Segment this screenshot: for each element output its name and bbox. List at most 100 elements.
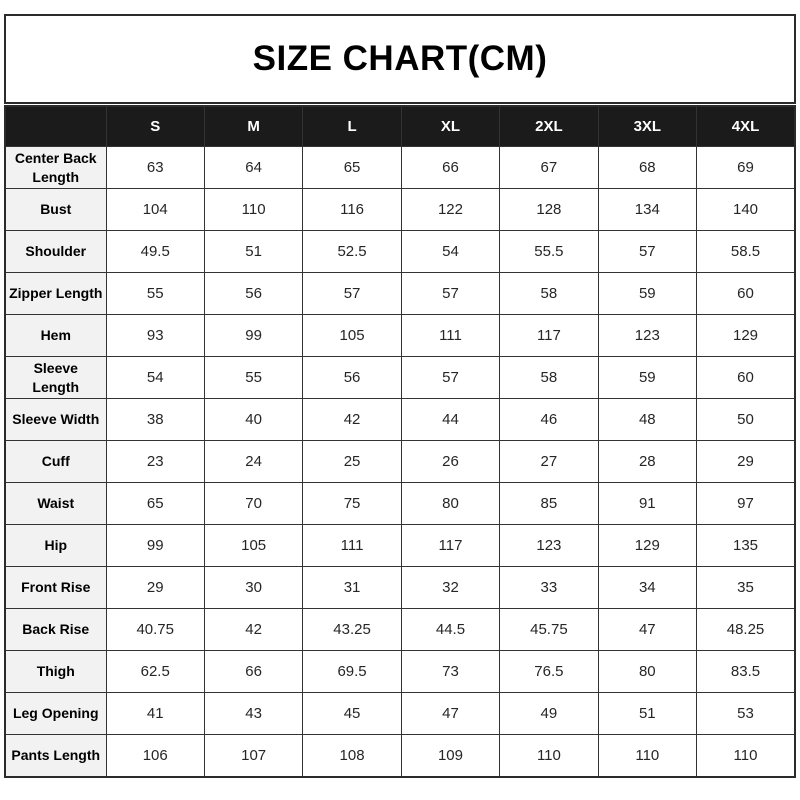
- measurement-cell: 60: [696, 272, 796, 315]
- table-row: Pants Length 106 107 108 109 110 110 110: [4, 734, 796, 778]
- size-column-3xl: 3XL: [597, 105, 698, 147]
- measurement-cell: 40: [203, 398, 304, 441]
- measurement-cell: 97: [696, 482, 796, 525]
- measurement-cell: 53: [696, 692, 796, 735]
- measurement-cell: 107: [203, 734, 304, 778]
- measurement-cell: 57: [400, 356, 501, 399]
- row-label: Waist: [4, 482, 107, 525]
- measurement-cell: 50: [696, 398, 796, 441]
- measurement-cell: 34: [597, 566, 698, 609]
- measurement-cell: 116: [302, 188, 402, 231]
- table-row: Back Rise 40.75 42 43.25 44.5 45.75 47 48.25: [4, 608, 796, 651]
- measurement-cell: 76.5: [499, 650, 599, 693]
- measurement-cell: 45.75: [499, 608, 599, 651]
- measurement-cell: 129: [597, 524, 698, 567]
- measurement-cell: 91: [597, 482, 698, 525]
- measurement-cell: 108: [302, 734, 402, 778]
- table-row: Cuff 23 24 25 26 27 28 29: [4, 440, 796, 483]
- measurement-cell: 63: [105, 146, 205, 189]
- measurement-cell: 59: [597, 356, 698, 399]
- measurement-cell: 51: [203, 230, 304, 273]
- measurement-cell: 49: [499, 692, 599, 735]
- measurement-cell: 60: [696, 356, 796, 399]
- measurement-cell: 109: [400, 734, 501, 778]
- table-row: Thigh 62.5 66 69.5 73 76.5 80 83.5: [4, 650, 796, 693]
- table-row: Sleeve Length 54 55 56 57 58 59 60: [4, 356, 796, 399]
- measurement-cell: 106: [105, 734, 205, 778]
- table-row: Hip 99 105 111 117 123 129 135: [4, 524, 796, 567]
- measurement-cell: 93: [105, 314, 205, 357]
- measurement-cell: 140: [696, 188, 796, 231]
- size-column-s: S: [105, 105, 205, 147]
- measurement-cell: 48: [597, 398, 698, 441]
- measurement-cell: 83.5: [696, 650, 796, 693]
- measurement-cell: 57: [597, 230, 698, 273]
- table-row: Waist 65 70 75 80 85 91 97: [4, 482, 796, 525]
- measurement-cell: 46: [499, 398, 599, 441]
- measurement-cell: 134: [597, 188, 698, 231]
- measurement-cell: 55.5: [499, 230, 599, 273]
- measurement-cell: 45: [302, 692, 402, 735]
- measurement-cell: 48.25: [696, 608, 796, 651]
- measurement-cell: 123: [499, 524, 599, 567]
- table-row: Leg Opening 41 43 45 47 49 51 53: [4, 692, 796, 735]
- measurement-cell: 40.75: [105, 608, 205, 651]
- measurement-cell: 80: [597, 650, 698, 693]
- size-column-4xl: 4XL: [696, 105, 796, 147]
- corner-cell: [4, 105, 107, 147]
- measurement-cell: 26: [400, 440, 501, 483]
- measurement-cell: 135: [696, 524, 796, 567]
- row-label: Pants Length: [4, 734, 107, 778]
- measurement-cell: 128: [499, 188, 599, 231]
- measurement-cell: 32: [400, 566, 501, 609]
- measurement-cell: 57: [400, 272, 501, 315]
- measurement-cell: 105: [302, 314, 402, 357]
- measurement-cell: 44: [400, 398, 501, 441]
- measurement-cell: 117: [499, 314, 599, 357]
- measurement-cell: 69.5: [302, 650, 402, 693]
- measurement-cell: 110: [203, 188, 304, 231]
- size-header: S M L XL 2XL 3XL 4XL: [4, 105, 796, 147]
- measurement-cell: 25: [302, 440, 402, 483]
- measurement-cell: 54: [400, 230, 501, 273]
- row-label: Hem: [4, 314, 107, 357]
- measurement-cell: 66: [400, 146, 501, 189]
- table-row: Center Back Length 63 64 65 66 67 68 69: [4, 146, 796, 189]
- measurement-cell: 49.5: [105, 230, 205, 273]
- measurement-cell: 57: [302, 272, 402, 315]
- row-label: Cuff: [4, 440, 107, 483]
- page-title: SIZE CHART(CM): [252, 39, 548, 78]
- title-box: SIZE CHART(CM): [4, 14, 796, 104]
- row-label: Center Back Length: [4, 146, 107, 189]
- measurement-cell: 28: [597, 440, 698, 483]
- measurement-cell: 52.5: [302, 230, 402, 273]
- measurement-cell: 111: [400, 314, 501, 357]
- measurement-cell: 110: [597, 734, 698, 778]
- row-label: Zipper Length: [4, 272, 107, 315]
- table-row: Sleeve Width 38 40 42 44 46 48 50: [4, 398, 796, 441]
- size-column-m: M: [203, 105, 304, 147]
- measurement-cell: 110: [499, 734, 599, 778]
- row-label: Shoulder: [4, 230, 107, 273]
- measurement-cell: 123: [597, 314, 698, 357]
- size-chart-panel: SIZE CHART(CM) S M L XL 2XL 3XL 4XL Center Bac…: [4, 14, 796, 778]
- size-header-row: S M L XL 2XL 3XL 4XL: [4, 105, 796, 147]
- measurement-cell: 99: [105, 524, 205, 567]
- measurement-cell: 65: [302, 146, 402, 189]
- row-label: Leg Opening: [4, 692, 107, 735]
- measurement-cell: 104: [105, 188, 205, 231]
- measurement-cell: 41: [105, 692, 205, 735]
- measurement-cell: 62.5: [105, 650, 205, 693]
- size-body: Center Back Length 63 64 65 66 67 68 69 Bust 104 1…: [4, 146, 796, 778]
- measurement-cell: 42: [203, 608, 304, 651]
- measurement-cell: 73: [400, 650, 501, 693]
- measurement-cell: 35: [696, 566, 796, 609]
- measurement-cell: 47: [597, 608, 698, 651]
- measurement-cell: 24: [203, 440, 304, 483]
- measurement-cell: 30: [203, 566, 304, 609]
- measurement-cell: 110: [696, 734, 796, 778]
- measurement-cell: 67: [499, 146, 599, 189]
- size-column-xl: XL: [400, 105, 501, 147]
- measurement-cell: 47: [400, 692, 501, 735]
- measurement-cell: 69: [696, 146, 796, 189]
